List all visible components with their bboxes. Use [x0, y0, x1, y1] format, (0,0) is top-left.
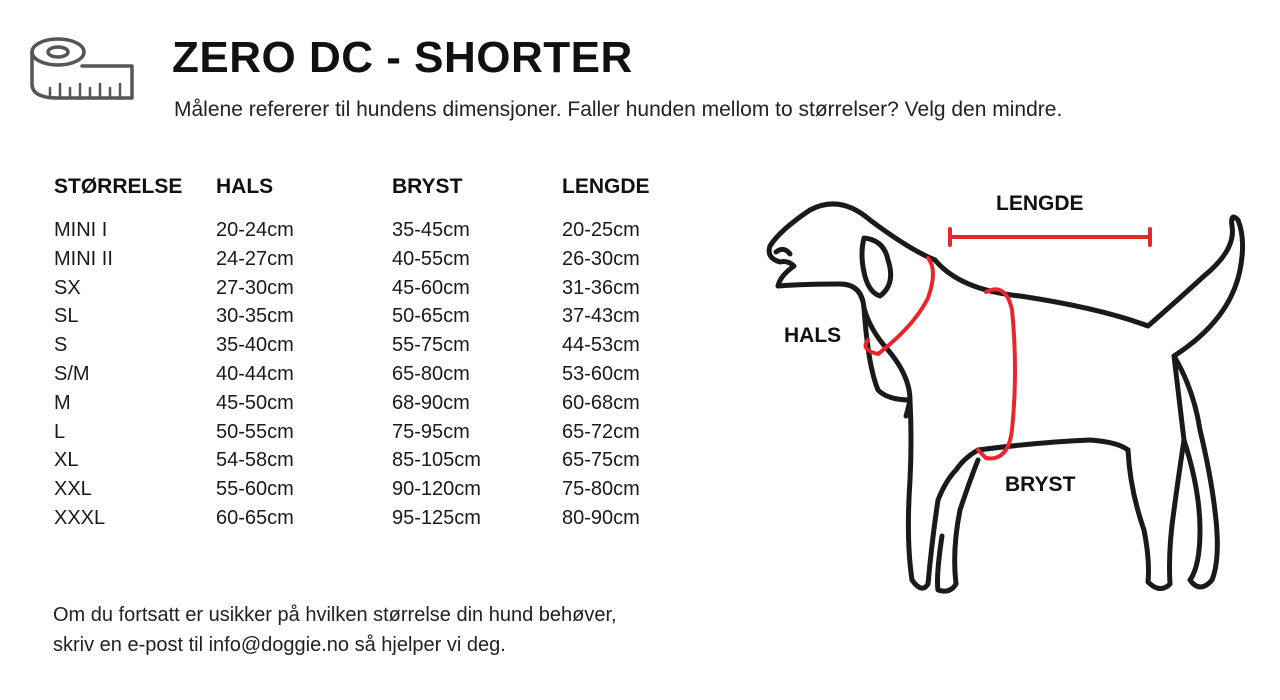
- dog-measurement-diagram: [766, 201, 1246, 594]
- help-text-line-2: skriv en e-post til info@doggie.no så hj…: [53, 634, 506, 656]
- table-header-row: STØRRELSE HALS BRYST LENGDE: [54, 172, 694, 202]
- length-label: LENGDE: [996, 192, 1084, 215]
- cell-length: 80-90cm: [562, 506, 640, 529]
- cell-neck: 54-58cm: [216, 449, 294, 472]
- chest-measure-loop: [976, 287, 1017, 461]
- dog-outline: [766, 201, 1246, 594]
- cell-chest: 55-75cm: [392, 334, 470, 357]
- cell-chest: 50-65cm: [392, 305, 470, 328]
- column-header-length: LENGDE: [562, 175, 650, 198]
- cell-length: 75-80cm: [562, 478, 640, 501]
- cell-length: 65-75cm: [562, 449, 640, 472]
- cell-length: 53-60cm: [562, 362, 640, 385]
- table-row: MINI I 20-24cm 35-45cm 20-25cm: [54, 216, 694, 245]
- cell-chest: 95-125cm: [392, 506, 481, 529]
- cell-neck: 35-40cm: [216, 334, 294, 357]
- cell-neck: 45-50cm: [216, 391, 294, 414]
- size-table: STØRRELSE HALS BRYST LENGDE MINI I 20-24c…: [54, 172, 694, 533]
- neck-label: HALS: [784, 324, 842, 347]
- cell-neck: 55-60cm: [216, 478, 294, 501]
- cell-chest: 65-80cm: [392, 362, 470, 385]
- cell-size: S/M: [54, 362, 90, 385]
- column-header-chest: BRYST: [392, 175, 463, 198]
- page-title: ZERO DC - SHORTER: [172, 33, 633, 82]
- help-text: Om du fortsatt er usikker på hvilken stø…: [53, 600, 617, 660]
- cell-size: SL: [54, 305, 79, 328]
- neck-measure-loop: [863, 256, 935, 357]
- cell-chest: 90-120cm: [392, 478, 481, 501]
- cell-chest: 75-95cm: [392, 420, 470, 443]
- cell-length: 20-25cm: [562, 219, 640, 241]
- table-row: M 45-50cm 68-90cm 60-68cm: [54, 389, 694, 418]
- cell-length: 31-36cm: [562, 276, 640, 299]
- cell-chest: 85-105cm: [392, 449, 481, 472]
- cell-size: L: [54, 420, 66, 443]
- measurement-lines: [863, 227, 1152, 461]
- cell-size: XXXL: [54, 506, 106, 529]
- table-row: S/M 40-44cm 65-80cm 53-60cm: [54, 360, 694, 389]
- cell-size: MINI I: [54, 219, 108, 241]
- table-row: XL 54-58cm 85-105cm 65-75cm: [54, 446, 694, 475]
- cell-length: 26-30cm: [562, 247, 640, 270]
- cell-neck: 27-30cm: [216, 276, 294, 299]
- column-header-neck: HALS: [216, 175, 274, 198]
- cell-neck: 50-55cm: [216, 420, 294, 443]
- cell-neck: 60-65cm: [216, 506, 294, 529]
- table-body: MINI I 20-24cm 35-45cm 20-25cm MINI II 24-27c…: [54, 216, 694, 533]
- cell-chest: 45-60cm: [392, 276, 470, 299]
- cell-size: MINI II: [54, 247, 113, 270]
- table-row: S 35-40cm 55-75cm 44-53cm: [54, 331, 694, 360]
- cell-size: XXL: [54, 478, 92, 501]
- cell-neck: 24-27cm: [216, 247, 294, 270]
- cell-length: 44-53cm: [562, 334, 640, 357]
- chest-label: BRYST: [1005, 473, 1076, 496]
- cell-size: XL: [54, 449, 79, 472]
- table-row: XXL 55-60cm 90-120cm 75-80cm: [54, 475, 694, 504]
- column-header-size: STØRRELSE: [54, 175, 183, 198]
- table-row: XXXL 60-65cm 95-125cm 80-90cm: [54, 504, 694, 533]
- table-row: SL 30-35cm 50-65cm 37-43cm: [54, 302, 694, 331]
- table-row: SX 27-30cm 45-60cm 31-36cm: [54, 274, 694, 303]
- cell-length: 60-68cm: [562, 391, 640, 414]
- cell-chest: 40-55cm: [392, 247, 470, 270]
- cell-length: 37-43cm: [562, 305, 640, 328]
- help-text-line-1: Om du fortsatt er usikker på hvilken stø…: [53, 604, 617, 626]
- cell-neck: 30-35cm: [216, 305, 294, 328]
- cell-length: 65-72cm: [562, 420, 640, 443]
- page-subtitle: Målene refererer til hundens dimensjoner…: [174, 98, 1063, 121]
- cell-neck: 20-24cm: [216, 219, 294, 241]
- table-row: L 50-55cm 75-95cm 65-72cm: [54, 418, 694, 447]
- cell-size: M: [54, 391, 71, 414]
- cell-size: S: [54, 334, 68, 357]
- cell-neck: 40-44cm: [216, 362, 294, 385]
- cell-chest: 35-45cm: [392, 219, 470, 241]
- table-row: MINI II 24-27cm 40-55cm 26-30cm: [54, 245, 694, 274]
- cell-size: SX: [54, 276, 81, 299]
- cell-chest: 68-90cm: [392, 391, 470, 414]
- measuring-tape-icon: [30, 37, 134, 100]
